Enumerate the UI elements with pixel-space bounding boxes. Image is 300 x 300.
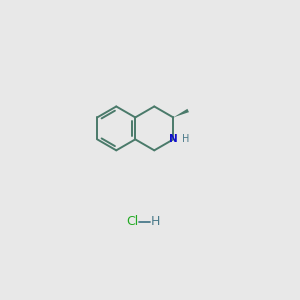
Text: Cl: Cl xyxy=(127,215,139,229)
Text: H: H xyxy=(151,215,160,229)
Text: N: N xyxy=(169,134,178,144)
Polygon shape xyxy=(173,109,189,117)
Text: H: H xyxy=(182,134,189,144)
